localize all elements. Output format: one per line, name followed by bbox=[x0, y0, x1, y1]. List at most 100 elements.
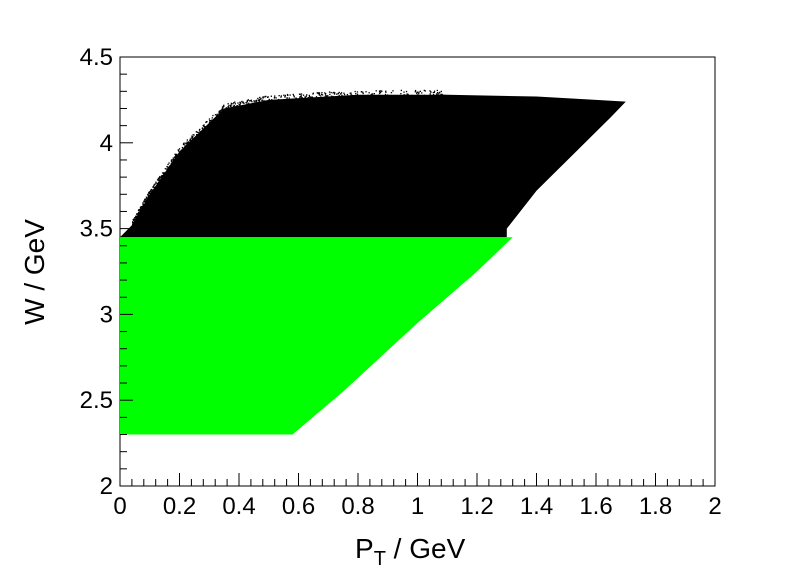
scatter-point bbox=[142, 204, 144, 207]
scatter-point bbox=[426, 97, 428, 99]
scatter-point bbox=[360, 97, 363, 100]
scatter-point bbox=[375, 90, 377, 92]
scatter-point bbox=[432, 94, 435, 96]
scatter-point bbox=[199, 132, 201, 134]
scatter-point bbox=[182, 149, 184, 151]
scatter-point bbox=[222, 107, 224, 109]
scatter-point bbox=[295, 97, 297, 99]
scatter-point bbox=[157, 178, 159, 181]
scatter-point bbox=[354, 90, 356, 93]
scatter-point bbox=[191, 138, 193, 140]
scatter-point bbox=[134, 223, 136, 225]
scatter-point bbox=[403, 96, 406, 98]
scatter-point bbox=[152, 190, 154, 192]
scatter-point bbox=[412, 95, 414, 97]
scatter-point bbox=[162, 179, 164, 181]
scatter-point bbox=[196, 131, 198, 133]
scatter-point bbox=[307, 97, 309, 99]
scatter-point bbox=[215, 117, 217, 119]
scatter-point bbox=[224, 110, 226, 112]
scatter-point bbox=[148, 199, 150, 201]
scatter-point bbox=[305, 95, 307, 97]
scatter-point bbox=[433, 91, 435, 93]
scatter-point bbox=[185, 142, 187, 144]
scatter-point bbox=[351, 97, 353, 99]
scatter-point bbox=[154, 187, 156, 189]
scatter-point bbox=[325, 93, 327, 95]
scatter-point bbox=[268, 99, 270, 101]
scatter-point bbox=[417, 94, 419, 96]
scatter-point bbox=[238, 109, 240, 111]
scatter-point bbox=[132, 226, 135, 228]
scatter-point bbox=[355, 93, 357, 95]
scatter-point bbox=[325, 97, 328, 99]
scatter-point bbox=[325, 95, 327, 97]
scatter-point bbox=[203, 128, 205, 131]
scatter-point bbox=[360, 91, 362, 93]
scatter-point bbox=[243, 106, 245, 109]
scatter-point bbox=[365, 91, 367, 93]
scatter-point bbox=[218, 110, 221, 112]
scatter-point bbox=[228, 107, 230, 109]
scatter-point bbox=[258, 101, 260, 103]
scatter-point bbox=[263, 102, 266, 104]
scatter-point bbox=[295, 98, 297, 101]
scatter-point bbox=[135, 219, 137, 221]
scatter-point bbox=[298, 93, 301, 95]
scatter-point bbox=[151, 193, 153, 195]
scatter-point bbox=[189, 143, 191, 145]
scatter-point bbox=[169, 165, 171, 167]
scatter-point bbox=[148, 192, 150, 194]
scatter-point bbox=[431, 97, 433, 99]
scatter-point bbox=[159, 175, 161, 178]
scatter-point bbox=[333, 91, 335, 94]
scatter-point bbox=[242, 101, 244, 103]
scatter-point bbox=[175, 158, 177, 161]
scatter-point bbox=[405, 94, 407, 96]
scatter-point bbox=[255, 105, 257, 107]
scatter-point bbox=[144, 198, 146, 200]
scatter-point bbox=[341, 94, 343, 97]
scatter-point bbox=[140, 211, 142, 213]
scatter-point bbox=[418, 91, 420, 93]
scatter-point bbox=[263, 100, 265, 103]
scatter-point bbox=[151, 189, 153, 191]
scatter-point bbox=[161, 172, 164, 174]
scatter-point bbox=[267, 96, 269, 98]
scatter-point bbox=[174, 156, 176, 159]
x-axis-label-subscript: T bbox=[374, 548, 386, 570]
scatter-points-layer bbox=[120, 89, 626, 435]
scatter-point bbox=[176, 155, 178, 157]
scatter-point bbox=[146, 198, 148, 200]
scatter-point bbox=[440, 93, 442, 95]
scatter-point bbox=[148, 197, 150, 200]
scatter-point bbox=[137, 213, 140, 215]
scatter-point bbox=[137, 214, 139, 216]
scatter-point bbox=[225, 107, 227, 109]
scatter-point bbox=[302, 94, 305, 96]
scatter-point bbox=[359, 98, 361, 100]
scatter-point bbox=[138, 216, 140, 218]
scatter-point bbox=[362, 92, 364, 95]
scatter-point bbox=[211, 117, 213, 119]
scatter-point bbox=[159, 179, 161, 181]
scatter-point bbox=[337, 97, 339, 99]
scatter-point bbox=[350, 97, 353, 100]
scatter-point bbox=[251, 104, 253, 106]
scatter-point bbox=[251, 106, 253, 108]
scatter-point bbox=[315, 96, 318, 98]
scatter-point bbox=[133, 223, 135, 226]
scatter-point bbox=[284, 96, 286, 98]
scatter-point bbox=[262, 96, 264, 98]
scatter-point bbox=[226, 109, 228, 111]
scatter-point bbox=[283, 100, 286, 102]
scatter-point bbox=[143, 207, 145, 210]
scatter-point bbox=[325, 98, 327, 100]
scatter-point bbox=[259, 101, 262, 103]
scatter-point bbox=[164, 168, 166, 170]
scatter-point bbox=[271, 99, 273, 101]
scatter-point bbox=[235, 106, 237, 108]
scatter-point bbox=[137, 216, 139, 219]
scatter-point bbox=[321, 92, 323, 94]
scatter-point bbox=[163, 171, 165, 174]
